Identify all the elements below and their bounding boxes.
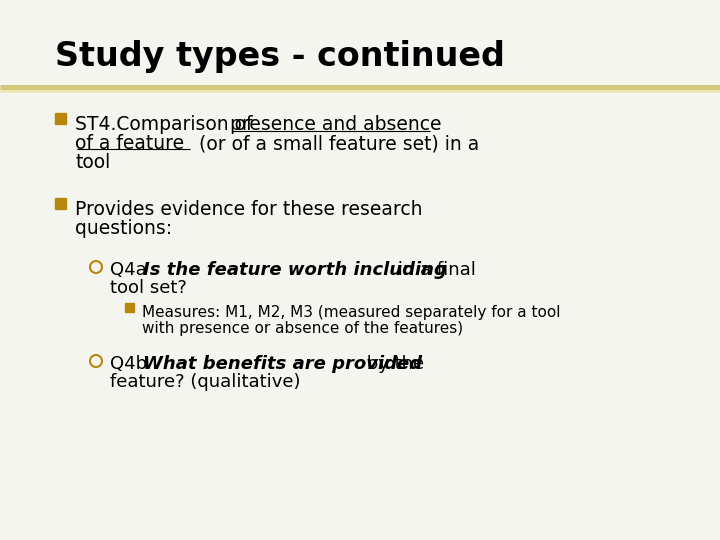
Text: questions:: questions: — [75, 219, 172, 238]
Text: with presence or absence of the features): with presence or absence of the features… — [142, 321, 463, 336]
Text: tool set?: tool set? — [110, 279, 187, 297]
Text: tool: tool — [75, 153, 110, 172]
Text: What benefits are provided: What benefits are provided — [143, 355, 422, 373]
Bar — [55, 113, 66, 124]
Text: Measures: M1, M2, M3 (measured separately for a tool: Measures: M1, M2, M3 (measured separatel… — [142, 305, 560, 320]
Text: ST4.Comparison of: ST4.Comparison of — [75, 115, 258, 134]
Text: Is the feature worth including: Is the feature worth including — [143, 261, 447, 279]
Bar — [125, 303, 134, 312]
Text: of a feature: of a feature — [75, 134, 184, 153]
Text: Study types - continued: Study types - continued — [55, 40, 505, 73]
Text: in a final: in a final — [392, 261, 476, 279]
Text: by the: by the — [361, 355, 424, 373]
Bar — [55, 198, 66, 209]
Text: (or of a small feature set) in a: (or of a small feature set) in a — [193, 134, 480, 153]
Text: presence and absence: presence and absence — [230, 115, 441, 134]
Text: feature? (qualitative): feature? (qualitative) — [110, 373, 300, 391]
Text: Provides evidence for these research: Provides evidence for these research — [75, 200, 423, 219]
Text: Q4b: Q4b — [110, 355, 153, 373]
Text: Q4a: Q4a — [110, 261, 153, 279]
